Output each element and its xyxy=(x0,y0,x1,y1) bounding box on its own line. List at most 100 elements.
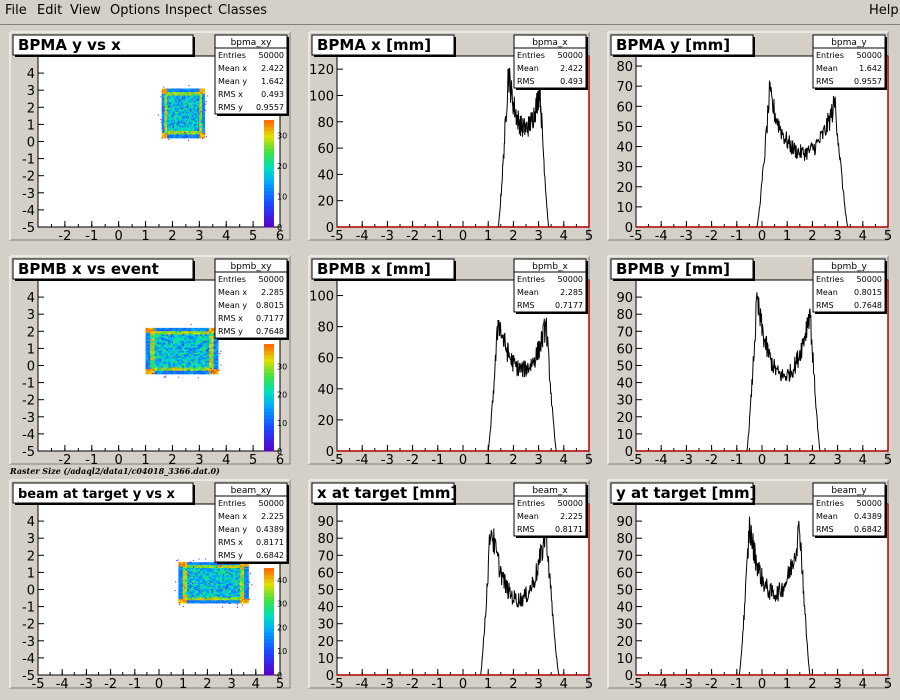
heat-cell xyxy=(233,601,236,604)
heat-cell xyxy=(179,97,181,100)
heat-cell xyxy=(192,93,195,96)
heat-cell xyxy=(198,595,201,598)
heat-cell xyxy=(237,569,241,572)
colorbar-tick-label: 30 xyxy=(277,363,287,372)
heat-outlier xyxy=(219,565,221,567)
heat-cell xyxy=(202,88,204,91)
heat-cell xyxy=(226,594,230,597)
heat-cell xyxy=(170,332,174,335)
heat-cell xyxy=(202,562,205,564)
menu-classes[interactable]: Classes xyxy=(218,3,267,18)
heat-cell xyxy=(180,116,183,119)
heat-cell xyxy=(204,349,208,352)
heat-cell xyxy=(202,372,205,375)
heat-cell xyxy=(171,99,173,102)
heat-cell xyxy=(200,129,203,132)
stats-label: Mean xyxy=(517,64,539,73)
heat-cell xyxy=(175,134,177,137)
heat-cell xyxy=(172,372,176,375)
heat-cell xyxy=(183,132,185,135)
heat-cell xyxy=(161,134,164,137)
heat-cell xyxy=(206,355,210,358)
heat-cell xyxy=(197,372,201,375)
heat-cell xyxy=(197,367,201,370)
heat-cell xyxy=(211,347,214,350)
heat-cell xyxy=(176,90,179,93)
menu-help[interactable]: Help xyxy=(869,3,899,18)
heat-cell xyxy=(164,99,167,102)
heat-cell xyxy=(185,100,188,103)
heat-cell xyxy=(168,129,171,132)
heat-cell xyxy=(220,600,223,603)
heat-cell xyxy=(147,349,151,352)
heat-cell xyxy=(188,331,192,334)
heat-cell xyxy=(198,578,201,581)
heat-cell xyxy=(161,372,165,375)
heat-cell xyxy=(165,125,168,128)
heat-outlier xyxy=(234,590,236,592)
heat-cell xyxy=(187,576,190,579)
heat-cell xyxy=(202,127,204,130)
heat-cell xyxy=(188,132,191,135)
heat-cell xyxy=(170,349,174,352)
heat-cell xyxy=(202,136,204,139)
menu-file[interactable]: File xyxy=(5,3,27,18)
heat-cell xyxy=(246,584,249,586)
heat-cell xyxy=(215,581,219,583)
menu-edit[interactable]: Edit xyxy=(37,3,63,18)
heat-cell xyxy=(228,589,232,592)
root-canvas[interactable]: -2 -1 0 1 2 3 4 5 6 -5 -4 -3 -2 -1 0 1 2 3 4 0 10 20 30 BPMA y … xyxy=(0,26,900,700)
heat-cell xyxy=(196,109,199,112)
heat-cell xyxy=(235,584,238,586)
heat-cell xyxy=(209,334,212,337)
y-tick-label: 20 xyxy=(616,181,633,196)
heat-cell xyxy=(206,589,210,592)
heat-cell xyxy=(188,350,192,353)
heat-cell xyxy=(164,106,167,109)
heat-cell xyxy=(213,570,216,573)
heat-cell xyxy=(211,344,214,347)
heat-cell xyxy=(197,344,201,347)
heat-cell xyxy=(199,93,201,96)
heat-cell xyxy=(179,341,183,344)
heat-cell xyxy=(175,367,178,370)
heat-cell xyxy=(224,597,227,600)
heat-cell xyxy=(152,362,155,365)
heat-cell xyxy=(213,369,217,372)
heat-outlier xyxy=(190,597,192,599)
x-tick-label: -1 xyxy=(730,453,743,468)
heat-cell xyxy=(204,331,208,334)
heat-cell xyxy=(165,342,169,345)
heat-cell xyxy=(145,344,149,347)
heat-cell xyxy=(209,359,212,362)
heat-cell xyxy=(165,132,168,135)
menu-options[interactable]: Options xyxy=(110,3,161,18)
heat-cell xyxy=(198,589,201,592)
heat-cell xyxy=(213,367,217,370)
heat-cell xyxy=(150,339,153,342)
heat-cell xyxy=(202,134,204,137)
heat-cell xyxy=(173,127,176,130)
menu-inspect[interactable]: Inspect xyxy=(165,3,213,18)
heat-cell xyxy=(190,360,194,363)
y-tick-label: 60 xyxy=(317,566,334,581)
heat-cell xyxy=(215,341,219,344)
heat-cell xyxy=(159,341,162,344)
heat-cell xyxy=(163,354,167,357)
heat-cell xyxy=(197,118,200,121)
colorbar-segment xyxy=(264,344,274,348)
heat-cell xyxy=(203,106,206,109)
menu-view[interactable]: View xyxy=(70,3,101,18)
heat-cell xyxy=(163,336,167,339)
colorbar-segment xyxy=(264,568,274,572)
heat-cell xyxy=(164,115,167,118)
heat-cell xyxy=(195,359,199,362)
heat-cell xyxy=(186,341,189,344)
heat-cell xyxy=(215,563,219,566)
heat-cell xyxy=(186,372,189,375)
heat-cell xyxy=(195,99,197,102)
heat-cell xyxy=(200,584,203,586)
heat-cell xyxy=(161,129,164,132)
heat-cell xyxy=(156,327,160,330)
heat-cell xyxy=(193,360,196,363)
